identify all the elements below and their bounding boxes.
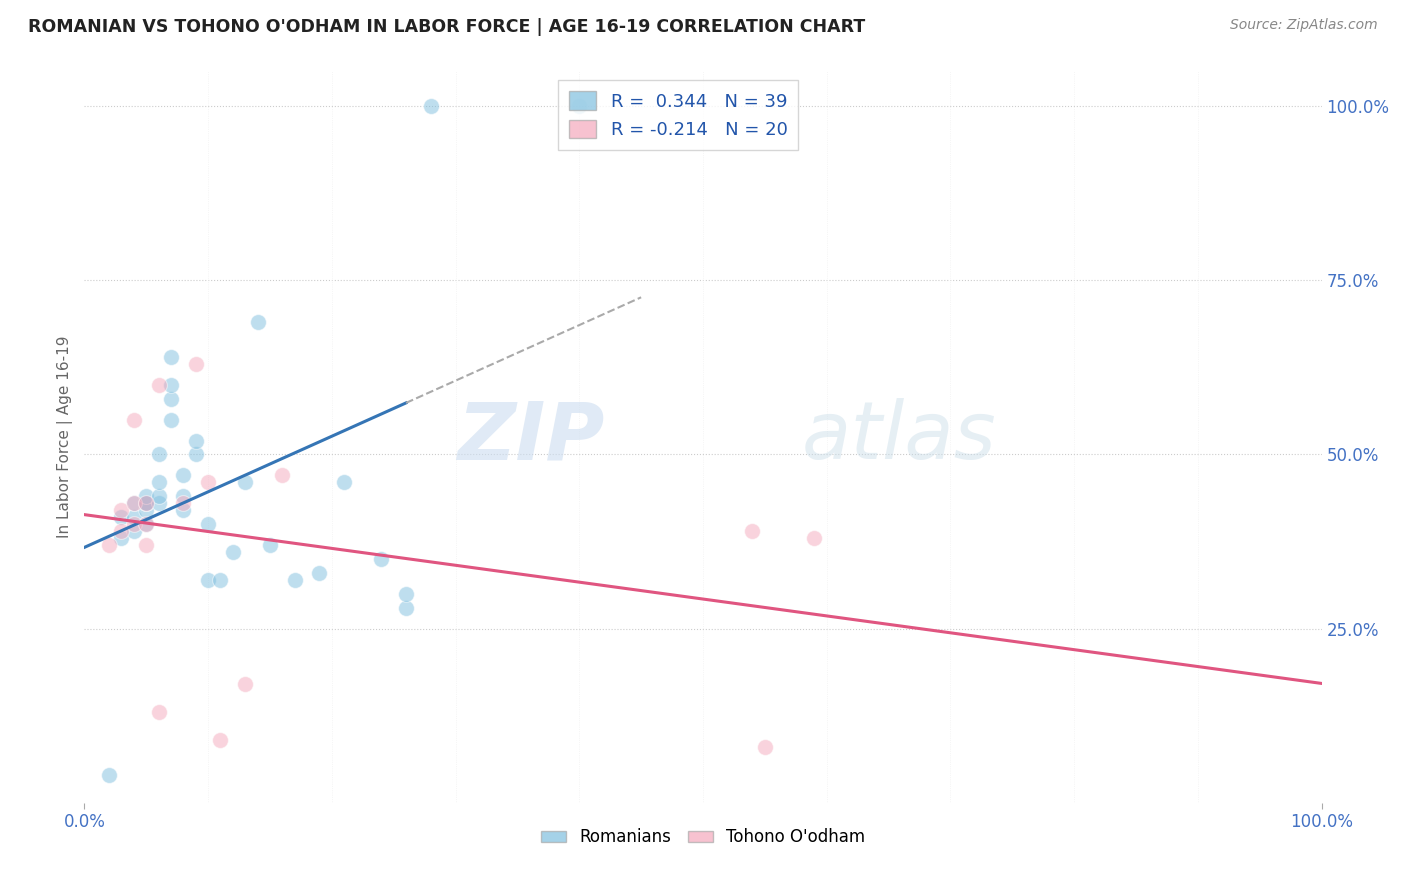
Point bbox=[184, 434, 207, 448]
Point bbox=[148, 496, 170, 510]
Point bbox=[122, 496, 145, 510]
Point bbox=[135, 496, 157, 510]
Point bbox=[135, 496, 157, 510]
Point bbox=[308, 566, 330, 580]
Point bbox=[148, 489, 170, 503]
Point bbox=[122, 412, 145, 426]
Point bbox=[98, 768, 121, 782]
Point bbox=[110, 531, 132, 545]
Point bbox=[122, 517, 145, 532]
Point bbox=[135, 503, 157, 517]
Legend: Romanians, Tohono O'odham: Romanians, Tohono O'odham bbox=[534, 822, 872, 853]
Point bbox=[160, 350, 183, 364]
Point bbox=[110, 503, 132, 517]
Point bbox=[122, 524, 145, 538]
Point bbox=[233, 677, 256, 691]
Point bbox=[122, 496, 145, 510]
Point bbox=[110, 524, 132, 538]
Point bbox=[160, 392, 183, 406]
Point bbox=[741, 524, 763, 538]
Point bbox=[568, 99, 591, 113]
Point bbox=[271, 468, 294, 483]
Point bbox=[122, 510, 145, 524]
Point bbox=[754, 740, 776, 755]
Text: atlas: atlas bbox=[801, 398, 997, 476]
Point bbox=[172, 489, 194, 503]
Point bbox=[135, 496, 157, 510]
Point bbox=[333, 475, 356, 490]
Point bbox=[209, 733, 232, 747]
Point bbox=[246, 315, 269, 329]
Point bbox=[184, 448, 207, 462]
Point bbox=[395, 587, 418, 601]
Point bbox=[197, 573, 219, 587]
Point bbox=[172, 496, 194, 510]
Point bbox=[148, 705, 170, 719]
Point bbox=[135, 517, 157, 532]
Point bbox=[259, 538, 281, 552]
Point bbox=[148, 448, 170, 462]
Point bbox=[172, 468, 194, 483]
Point bbox=[284, 573, 307, 587]
Point bbox=[160, 412, 183, 426]
Point bbox=[160, 377, 183, 392]
Point bbox=[110, 510, 132, 524]
Point bbox=[395, 600, 418, 615]
Point bbox=[803, 531, 825, 545]
Text: ROMANIAN VS TOHONO O'ODHAM IN LABOR FORCE | AGE 16-19 CORRELATION CHART: ROMANIAN VS TOHONO O'ODHAM IN LABOR FORC… bbox=[28, 18, 865, 36]
Point bbox=[222, 545, 245, 559]
Point bbox=[135, 489, 157, 503]
Point bbox=[370, 552, 392, 566]
Text: ZIP: ZIP bbox=[457, 398, 605, 476]
Point bbox=[197, 475, 219, 490]
Point bbox=[419, 99, 441, 113]
Y-axis label: In Labor Force | Age 16-19: In Labor Force | Age 16-19 bbox=[58, 335, 73, 539]
Text: Source: ZipAtlas.com: Source: ZipAtlas.com bbox=[1230, 18, 1378, 32]
Point bbox=[233, 475, 256, 490]
Point bbox=[197, 517, 219, 532]
Point bbox=[209, 573, 232, 587]
Point bbox=[135, 517, 157, 532]
Point bbox=[148, 475, 170, 490]
Point bbox=[98, 538, 121, 552]
Point bbox=[184, 357, 207, 371]
Point bbox=[135, 538, 157, 552]
Point bbox=[148, 377, 170, 392]
Point bbox=[172, 503, 194, 517]
